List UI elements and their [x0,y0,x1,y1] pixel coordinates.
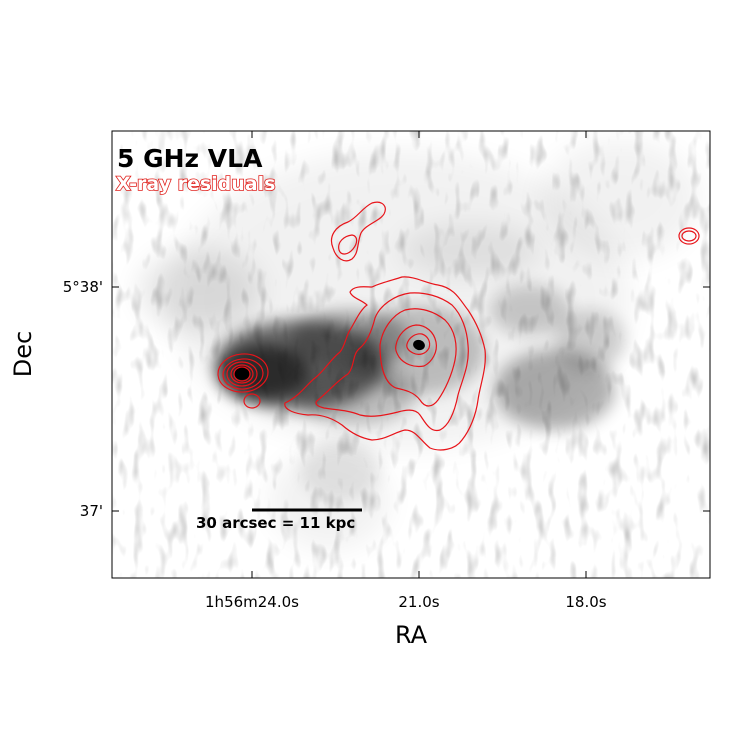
radio-emission-image [112,131,710,578]
y-tick-label: 37' [80,502,103,520]
plot-area: 5 GHz VLA X-ray residuals 30 arcsec = 11… [112,131,710,578]
radio-map-title: 5 GHz VLA [117,144,263,173]
xray-residual-contours [217,201,700,451]
y-axis-label: Dec [9,331,37,377]
x-axis-label: RA [395,621,428,649]
y-tick-label: 5°38' [63,278,103,296]
xray-residuals-label: X-ray residuals [116,173,275,195]
x-axis [251,131,587,578]
scale-bar-label: 30 arcsec = 11 kpc [196,514,355,532]
core-source-center [413,339,425,351]
x-tick-label: 21.0s [398,593,439,611]
x-tick-label: 18.0s [565,593,606,611]
core-source-west [234,366,250,380]
y-axis [112,286,710,512]
plot-frame [111,130,711,579]
x-tick-label: 1h56m24.0s [205,593,299,611]
